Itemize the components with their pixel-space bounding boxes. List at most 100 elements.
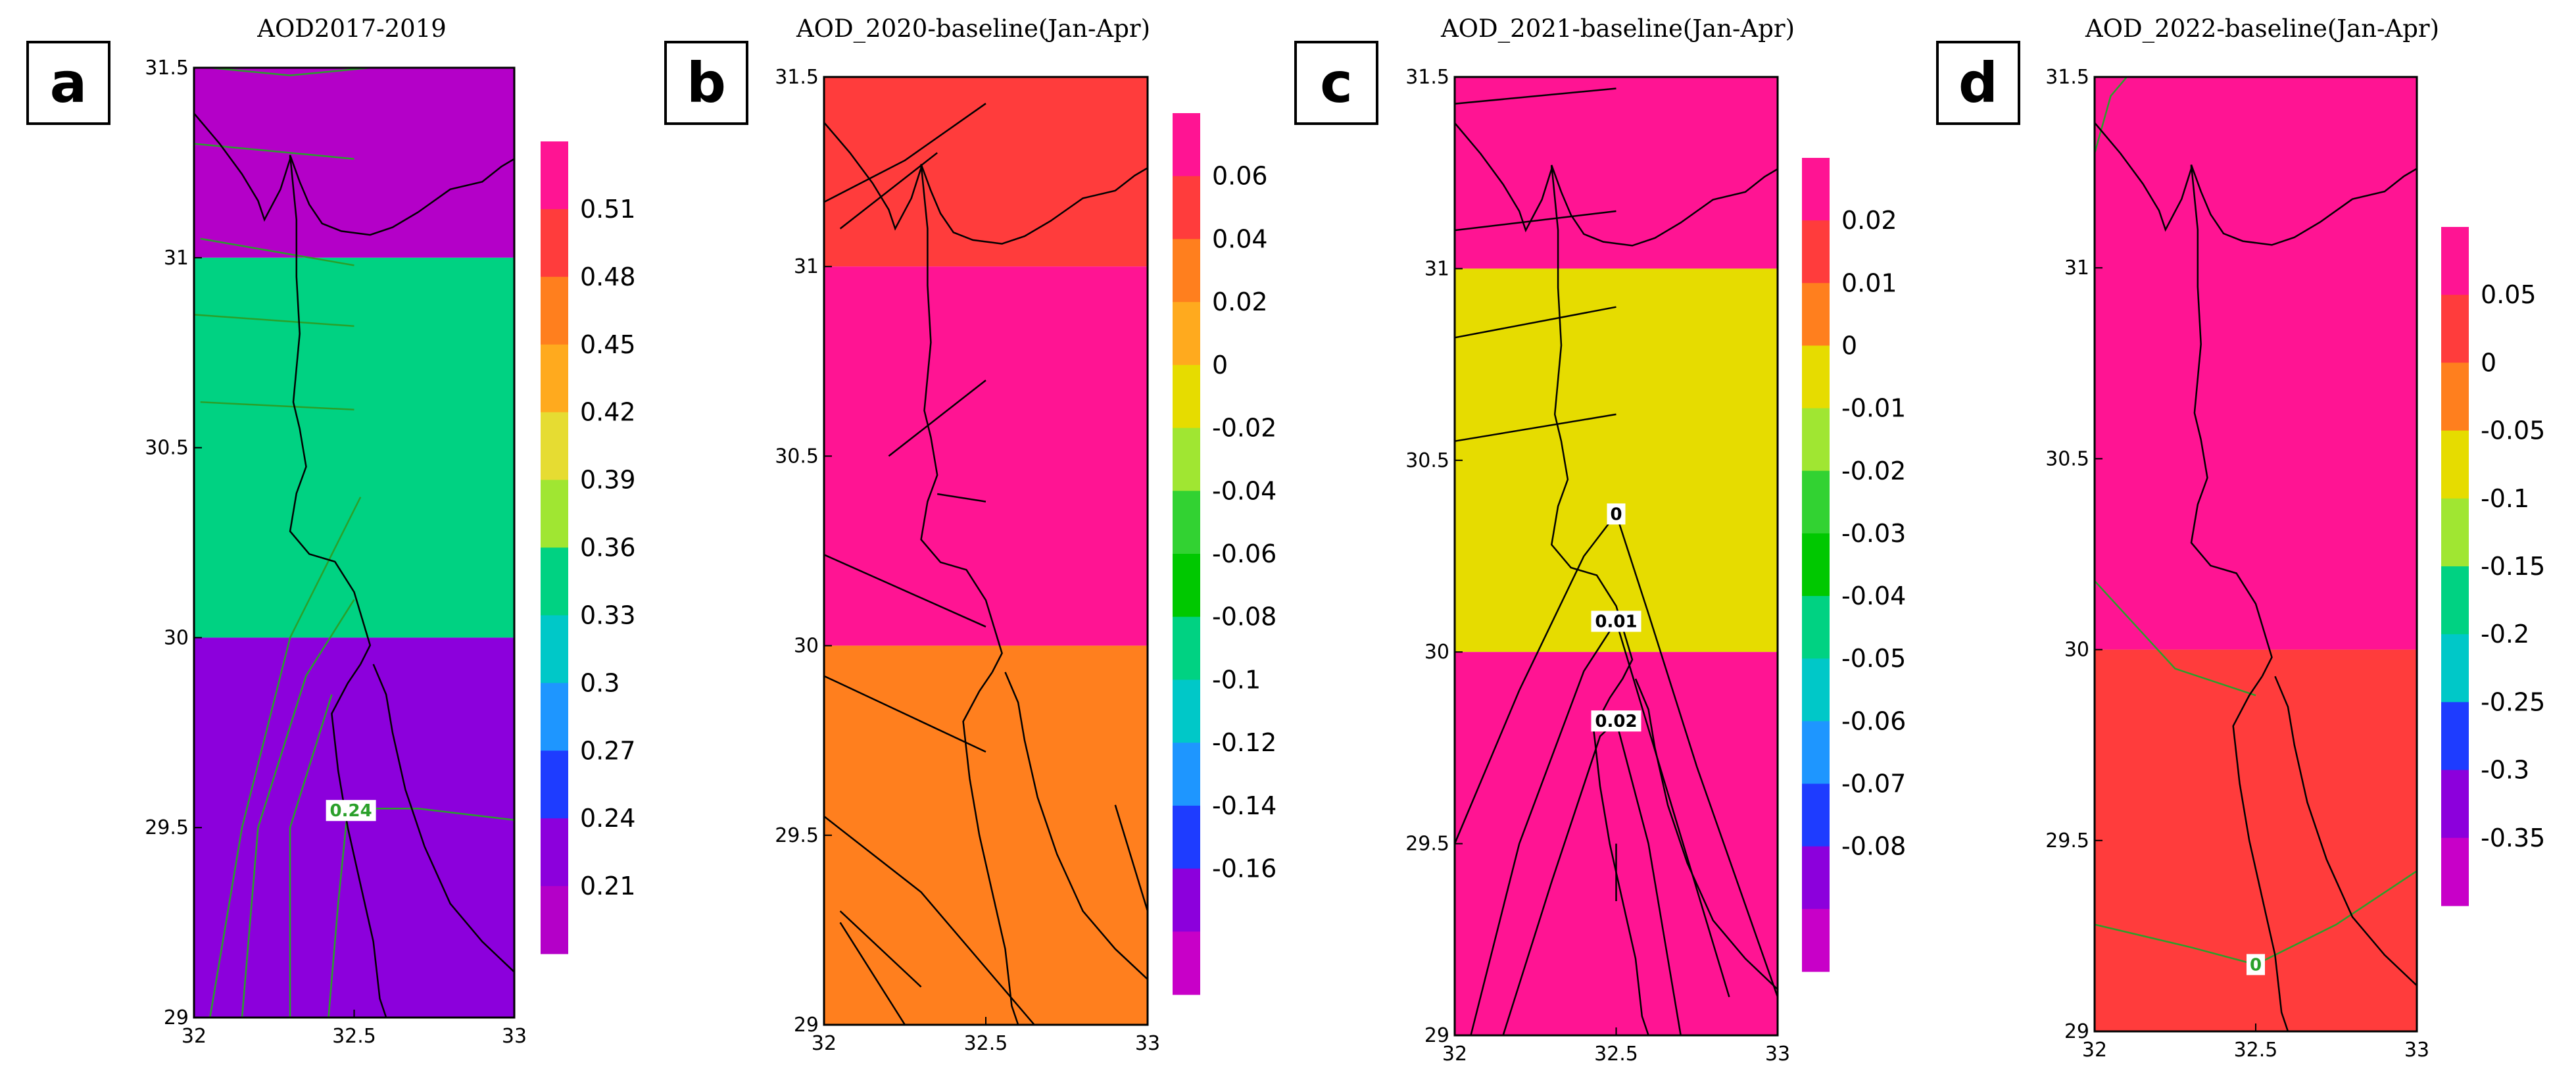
colorbar-label: -0.05 <box>1841 644 1906 673</box>
y-tick-label: 31 <box>794 255 819 278</box>
colorbar-segment <box>541 818 568 887</box>
colorbar-segment <box>1173 302 1200 366</box>
colorbar-label: -0.1 <box>2481 484 2529 513</box>
colorbar-segment <box>541 412 568 481</box>
colorbar-label: -0.12 <box>1212 728 1276 757</box>
contour-line <box>209 497 362 1018</box>
contour-line <box>823 816 1035 1025</box>
contour-line <box>823 554 986 628</box>
coastline <box>1454 122 1778 247</box>
coastline <box>1550 164 1634 679</box>
colorbar-segment <box>1173 428 1200 491</box>
colorbar-segment <box>2441 566 2469 635</box>
colorbar-segment <box>1173 491 1200 554</box>
colorbar-label: -0.16 <box>1212 854 1276 883</box>
y-tick-label: 29 <box>1424 1024 1449 1047</box>
coastline <box>920 164 1003 673</box>
colorbar-label: -0.02 <box>1841 456 1906 485</box>
contour-label-box <box>1591 710 1641 732</box>
contour-line <box>823 103 986 203</box>
x-tick-label: 32 <box>2082 1039 2107 1062</box>
colorbar-label: 0 <box>1212 351 1228 380</box>
map-svg: 32 32.5 33 29 29.5 30 30.5 31 31.5 0.24 0.51 0.48 0.… <box>145 57 636 1048</box>
map-title: AOD2017-2019 <box>257 14 447 43</box>
colorbar-segment <box>1802 533 1830 597</box>
coastline <box>372 664 515 973</box>
colorbar-label: -0.05 <box>2481 416 2545 445</box>
colorbar-label: -0.35 <box>2481 824 2545 852</box>
contour-label-box <box>1607 503 1626 525</box>
x-tick-label: 32.5 <box>2234 1039 2278 1062</box>
y-tick-label: 30.5 <box>2045 447 2089 470</box>
contour-line <box>328 808 349 1018</box>
panel-b: 32 32.5 33 29 29.5 30 30.5 31 31.5 0.06 0.04 0.02 0 -… <box>644 0 1289 1084</box>
y-tick-label: 30 <box>164 626 189 649</box>
colorbar-segment <box>1802 283 1830 346</box>
coastline <box>289 155 372 665</box>
map-title: AOD_2020-baseline(Jan-Apr) <box>796 14 1151 43</box>
coastline <box>2274 676 2418 987</box>
map-svg: 32 32.5 33 29 29.5 30 30.5 31 31.5 0.06 0.04 0.02 0 -… <box>775 66 1276 1055</box>
colorbar-segment <box>1173 931 1200 995</box>
colorbar-label: -0.03 <box>1841 519 1906 548</box>
y-tick-label: 30.5 <box>1405 449 1449 472</box>
coastline <box>193 112 515 236</box>
contour-line <box>888 380 986 457</box>
y-tick-label: 31 <box>1424 257 1449 280</box>
contour-label: 0.24 <box>330 801 372 821</box>
colorbar-segment <box>1173 616 1200 680</box>
coastline <box>2190 164 2273 677</box>
contour-label: 0 <box>1610 505 1622 524</box>
colorbar-label: 0.45 <box>580 330 636 359</box>
panel-c: 32 32.5 33 29 29.5 30 30.5 31 31.5 0 0.01 0.02 0.02 0… <box>1289 0 1933 1084</box>
x-tick-label: 33 <box>2404 1039 2429 1062</box>
y-tick-label: 31.5 <box>145 57 189 80</box>
panel-letter: d <box>1936 41 2020 125</box>
y-tick-label: 29 <box>2064 1020 2089 1043</box>
colorbar-label: 0.05 <box>2481 280 2537 309</box>
contour-line <box>1454 210 1616 232</box>
contour-line <box>839 922 906 1025</box>
contour-line <box>2094 580 2256 697</box>
colorbar-label: 0.39 <box>580 466 636 495</box>
colorbar-segment <box>541 141 568 210</box>
x-tick-label: 32.5 <box>964 1032 1008 1055</box>
contour-label-box <box>2247 954 2265 975</box>
colorbar-label: 0.33 <box>580 601 636 629</box>
colorbar-segment <box>2441 837 2469 906</box>
colorbar-label: 0.42 <box>580 398 636 427</box>
contour-line <box>1454 306 1616 339</box>
contour-line <box>200 237 354 266</box>
colorbar-segment <box>1173 679 1200 743</box>
colorbar-segment <box>1802 908 1830 972</box>
map-svg: 32 32.5 33 29 29.5 30 30.5 31 31.5 0 0.05 0 -0.05 -0.… <box>2045 66 2545 1062</box>
colorbar-label: 0.24 <box>580 804 636 833</box>
colorbar-segment <box>1802 220 1830 283</box>
aod-band <box>194 68 514 258</box>
aod-band <box>194 257 514 638</box>
colorbar-segment <box>541 886 568 954</box>
colorbar-segment <box>1173 805 1200 870</box>
contour-line <box>937 493 986 503</box>
colorbar-label: 0 <box>2481 348 2496 377</box>
coastline <box>331 664 387 1018</box>
colorbar-segment <box>1802 658 1830 722</box>
y-tick-label: 29.5 <box>2045 829 2089 852</box>
contour-label: 0 <box>2250 955 2262 975</box>
colorbar-label: -0.25 <box>2481 687 2545 716</box>
x-tick-label: 32 <box>182 1025 207 1048</box>
y-tick-label: 30.5 <box>145 437 189 460</box>
contour-line <box>193 314 354 328</box>
colorbar-label: -0.2 <box>2481 620 2529 649</box>
colorbar-label: -0.3 <box>2481 756 2529 785</box>
y-tick-label: 31.5 <box>2045 66 2089 89</box>
colorbar-label: -0.04 <box>1212 476 1276 505</box>
y-tick-label: 30 <box>794 635 819 658</box>
panel-letter: b <box>664 41 748 125</box>
contour-line <box>1454 413 1616 442</box>
contour-line <box>1470 619 1730 1036</box>
y-tick-label: 31 <box>2064 257 2089 280</box>
colorbar-label: 0 <box>1841 331 1857 360</box>
y-tick-label: 30 <box>1424 641 1449 664</box>
colorbar-segment <box>2441 227 2469 295</box>
